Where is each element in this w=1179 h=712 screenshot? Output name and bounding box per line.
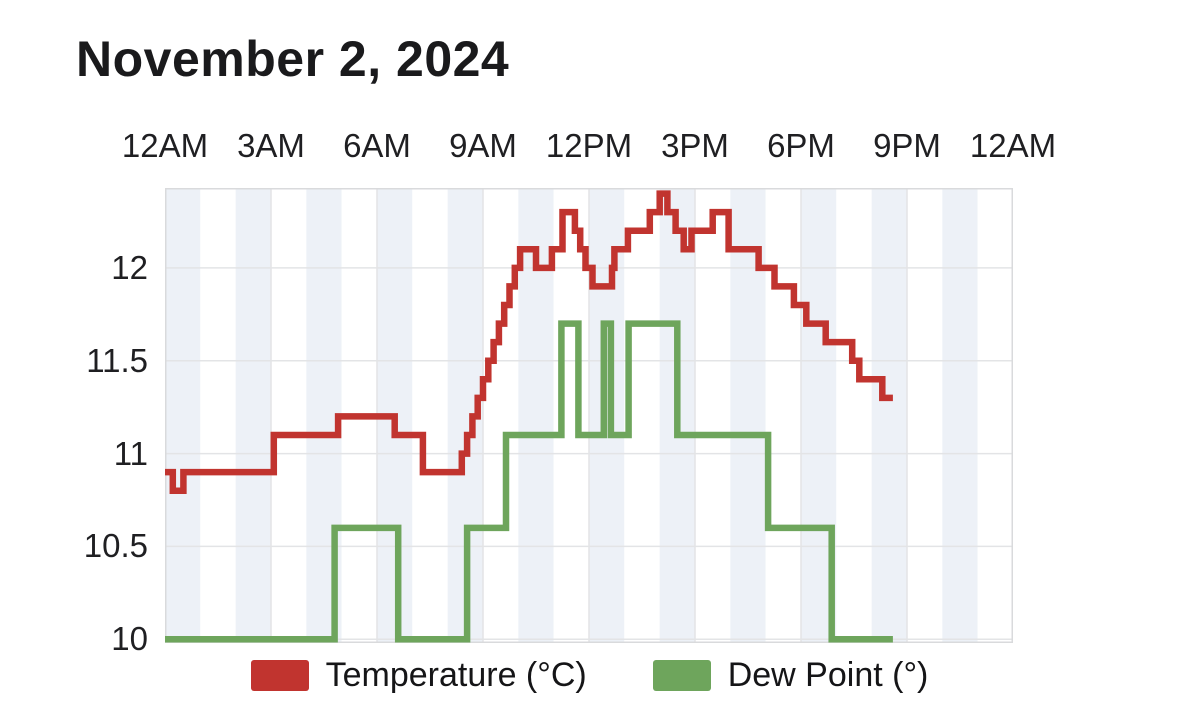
hour-stripe — [412, 188, 448, 643]
hour-stripe — [483, 188, 519, 643]
y-tick-label: 10 — [111, 620, 148, 658]
plot-area — [165, 188, 1013, 643]
x-tick-label: 6AM — [343, 127, 411, 164]
hour-stripe — [271, 188, 307, 643]
x-tick-label: 9PM — [873, 127, 941, 164]
hour-stripe — [695, 188, 731, 643]
x-tick-label: 6PM — [767, 127, 835, 164]
temperature-legend-label: Temperature (°C) — [325, 656, 587, 694]
hour-stripe — [165, 188, 201, 643]
hour-stripe — [836, 188, 872, 643]
y-tick-label: 12 — [111, 248, 148, 286]
hour-stripe — [907, 188, 943, 643]
chart-legend: Temperature (°C) Dew Point (°) — [0, 656, 1179, 695]
legend-item-dew-point: Dew Point (°) — [652, 656, 929, 695]
dew-point-swatch — [652, 660, 711, 691]
x-tick-label: 12AM — [969, 127, 1057, 164]
hour-stripe — [765, 188, 801, 643]
temperature-line — [165, 190, 893, 494]
x-tick-label: 12AM — [121, 127, 209, 164]
x-tick-label: 3PM — [661, 127, 729, 164]
y-tick-label: 11.5 — [86, 341, 148, 379]
hour-stripe — [942, 188, 978, 643]
dew-point-legend-label: Dew Point (°) — [727, 656, 929, 694]
x-tick-label: 12PM — [545, 127, 633, 164]
y-tick-label: 10.5 — [83, 527, 148, 565]
hour-stripe — [977, 188, 1013, 643]
y-tick-label: 11 — [113, 434, 148, 472]
legend-item-temperature: Temperature (°C) — [250, 656, 587, 695]
dew-point-line — [165, 320, 893, 643]
x-tick-label: 9AM — [449, 127, 517, 164]
x-tick-label: 3AM — [237, 127, 305, 164]
temperature-swatch — [250, 660, 309, 691]
hour-stripe — [235, 188, 271, 643]
hour-stripe — [200, 188, 236, 643]
page-title: November 2, 2024 — [76, 31, 510, 87]
plot-border — [165, 188, 1013, 643]
hour-stripe — [871, 188, 907, 643]
